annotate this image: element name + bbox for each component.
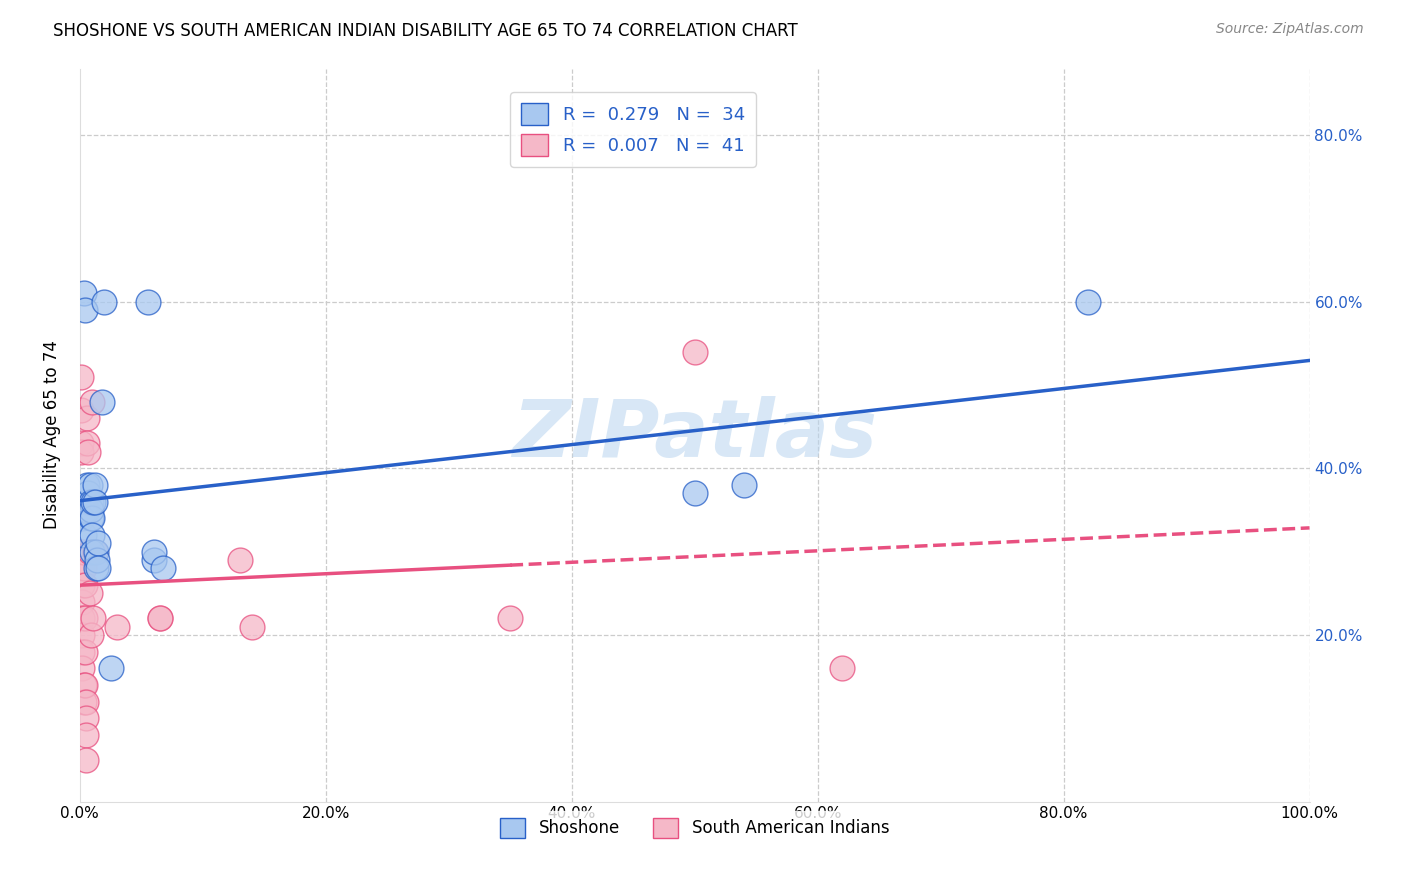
Point (683, 344, 706, 359)
Point (683, 486, 706, 500)
Text: ZIPatlas: ZIPatlas (512, 396, 877, 474)
Point (142, 544, 165, 558)
Point (76, 436, 98, 450)
Point (75, 695, 97, 709)
Point (73, 611, 96, 625)
Point (87, 561, 110, 575)
Point (83, 478, 105, 492)
Point (75, 753, 97, 767)
Point (76, 411, 98, 425)
Point (152, 561, 174, 575)
Point (82, 394, 104, 409)
Point (84, 544, 107, 558)
Point (70, 444, 93, 458)
Text: SHOSHONE VS SOUTH AMERICAN INDIAN DISABILITY AGE 65 TO 74 CORRELATION CHART: SHOSHONE VS SOUTH AMERICAN INDIAN DISABI… (53, 22, 799, 40)
Y-axis label: Disability Age 65 to 74: Disability Age 65 to 74 (44, 341, 60, 530)
Point (80, 628, 103, 642)
Point (72, 611, 94, 625)
Point (73, 678, 96, 692)
Point (72, 594, 94, 608)
Point (82, 511, 104, 525)
Point (100, 661, 122, 675)
Point (70, 369, 93, 384)
Text: Source: ZipAtlas.com: Source: ZipAtlas.com (1216, 22, 1364, 37)
Point (72, 528, 94, 542)
Point (73, 578, 96, 592)
Point (1077, 294, 1099, 309)
Point (72, 544, 94, 558)
Point (105, 620, 128, 634)
Point (149, 611, 172, 625)
Point (142, 553, 165, 567)
Point (72, 678, 94, 692)
Legend: Shoshone, South American Indians: Shoshone, South American Indians (494, 811, 896, 845)
Point (80, 494, 103, 508)
Point (75, 503, 97, 517)
Point (229, 553, 252, 567)
Point (70, 436, 93, 450)
Point (77, 444, 100, 458)
Point (831, 661, 853, 675)
Point (72, 628, 94, 642)
Point (70, 403, 93, 417)
Point (76, 478, 98, 492)
Point (82, 494, 104, 508)
Point (72, 578, 94, 592)
Point (82, 544, 104, 558)
Point (72, 561, 94, 575)
Point (73, 645, 96, 659)
Point (87, 536, 110, 550)
Point (83, 544, 105, 558)
Point (77, 486, 100, 500)
Point (80, 511, 103, 525)
Point (76, 503, 98, 517)
Point (72, 695, 94, 709)
Point (149, 611, 172, 625)
Point (240, 620, 263, 634)
Point (72, 511, 94, 525)
Point (86, 553, 108, 567)
Point (75, 711, 97, 725)
Point (72, 561, 94, 575)
Point (72, 544, 94, 558)
Point (72, 661, 94, 675)
Point (80, 503, 103, 517)
Point (84, 561, 107, 575)
Point (93, 294, 115, 309)
Point (79, 478, 101, 492)
Point (82, 528, 104, 542)
Point (73, 303, 96, 318)
Point (83, 494, 105, 508)
Point (79, 544, 101, 558)
Point (72, 286, 94, 301)
Point (733, 478, 755, 492)
Point (91, 394, 114, 409)
Point (499, 611, 522, 625)
Point (136, 294, 159, 309)
Point (79, 586, 101, 600)
Point (77, 494, 100, 508)
Point (72, 645, 94, 659)
Point (82, 611, 104, 625)
Point (75, 728, 97, 742)
